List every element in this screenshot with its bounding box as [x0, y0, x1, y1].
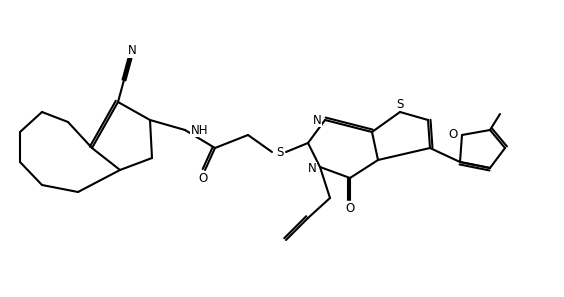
- Text: NH: NH: [191, 124, 209, 137]
- Text: S: S: [396, 97, 404, 110]
- Text: S: S: [276, 146, 283, 159]
- Text: S: S: [276, 146, 283, 159]
- Text: N: N: [307, 162, 316, 176]
- Text: N: N: [127, 45, 136, 58]
- Text: O: O: [448, 129, 457, 141]
- Text: O: O: [199, 173, 208, 186]
- Text: O: O: [345, 203, 355, 216]
- Text: N: N: [312, 113, 321, 127]
